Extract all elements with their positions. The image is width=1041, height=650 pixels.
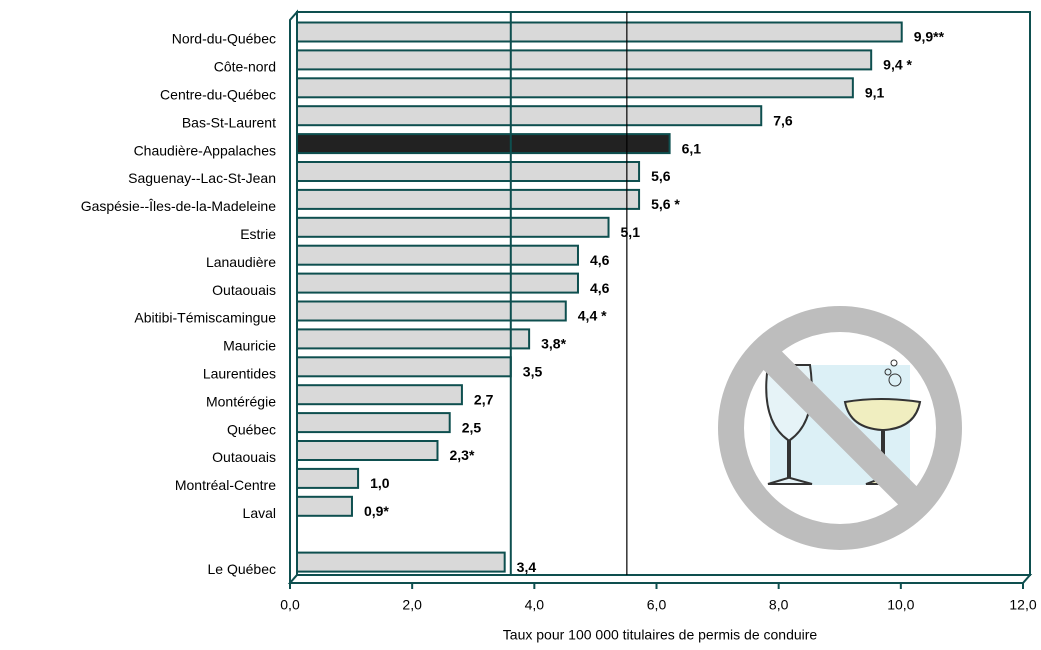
bar bbox=[296, 133, 671, 155]
bar bbox=[296, 412, 451, 434]
y-tick-label: Québec bbox=[227, 421, 276, 437]
value-label: 3,5 bbox=[523, 364, 543, 380]
y-tick-label: Laurentides bbox=[203, 366, 276, 382]
y-tick-label: Gaspésie--Îles-de-la-Madeleine bbox=[81, 198, 277, 214]
value-label: 5,6 * bbox=[651, 196, 680, 212]
value-label: 9,4 * bbox=[883, 57, 912, 73]
bar bbox=[296, 300, 567, 322]
bar bbox=[296, 356, 512, 378]
x-tick-label: 10,0 bbox=[887, 597, 914, 613]
value-label: 3,8* bbox=[541, 336, 566, 352]
bar bbox=[296, 49, 873, 71]
y-tick-label: Estrie bbox=[240, 226, 276, 242]
bar bbox=[296, 77, 854, 99]
bar bbox=[296, 495, 353, 517]
bar bbox=[296, 216, 610, 238]
x-tick-label: 6,0 bbox=[647, 597, 667, 613]
value-label: 5,6 bbox=[651, 168, 671, 184]
value-label: 9,9** bbox=[914, 29, 945, 45]
bar bbox=[296, 161, 641, 182]
value-label: 2,5 bbox=[462, 419, 482, 435]
y-tick-label: Montréal-Centre bbox=[175, 477, 276, 493]
value-label: 9,1 bbox=[865, 85, 885, 101]
value-label: 4,6 bbox=[590, 280, 610, 296]
value-label: 4,4 * bbox=[578, 308, 607, 324]
y-tick-label: Nord-du-Québec bbox=[172, 31, 276, 47]
y-tick-label: Saguenay--Lac-St-Jean bbox=[128, 170, 276, 186]
x-tick-label: 2,0 bbox=[402, 597, 422, 613]
floor bbox=[287, 574, 1033, 584]
value-label: 5,1 bbox=[621, 224, 641, 240]
x-tick-label: 0,0 bbox=[280, 597, 300, 613]
x-tick-label: 12,0 bbox=[1009, 597, 1036, 613]
y-tick-label: Abitibi-Témiscamingue bbox=[134, 310, 276, 326]
value-label: 4,6 bbox=[590, 252, 610, 268]
value-label: 2,3* bbox=[449, 447, 474, 463]
bar bbox=[296, 384, 463, 406]
y-tick-label: Outaouais bbox=[212, 282, 276, 298]
value-label: 1,0 bbox=[370, 475, 390, 491]
y-tick-label: Centre-du-Québec bbox=[160, 87, 276, 103]
value-label: 3,4 bbox=[517, 559, 537, 575]
y-tick-label: Outaouais bbox=[212, 449, 276, 465]
y-tick-label: Bas-St-Laurent bbox=[182, 114, 276, 130]
bar bbox=[296, 188, 641, 210]
y-tick-label: Côte-nord bbox=[214, 59, 276, 75]
bar bbox=[296, 467, 360, 489]
value-label: 7,6 bbox=[773, 112, 793, 128]
bar bbox=[296, 440, 439, 461]
y-tick-label: Le Québec bbox=[208, 561, 277, 577]
bar bbox=[296, 105, 763, 127]
y-tick-label: Chaudière-Appalaches bbox=[134, 142, 276, 158]
value-label: 6,1 bbox=[682, 140, 702, 156]
x-axis-title: Taux pour 100 000 titulaires de permis d… bbox=[503, 627, 818, 643]
no-drinking-icon bbox=[718, 306, 962, 550]
x-tick-label: 4,0 bbox=[525, 597, 545, 613]
y-tick-label: Lanaudière bbox=[206, 254, 276, 270]
bar bbox=[296, 328, 531, 350]
bar bbox=[296, 244, 579, 266]
bar bbox=[296, 272, 579, 294]
bar bbox=[296, 551, 506, 573]
bar bbox=[296, 21, 903, 43]
value-label: 0,9* bbox=[364, 503, 389, 519]
x-tick-label: 8,0 bbox=[769, 597, 789, 613]
y-tick-label: Mauricie bbox=[223, 338, 276, 354]
y-tick-label: Laval bbox=[243, 505, 276, 521]
value-label: 2,7 bbox=[474, 391, 494, 407]
left-wall bbox=[289, 9, 298, 586]
y-tick-label: Montérégie bbox=[206, 393, 276, 409]
